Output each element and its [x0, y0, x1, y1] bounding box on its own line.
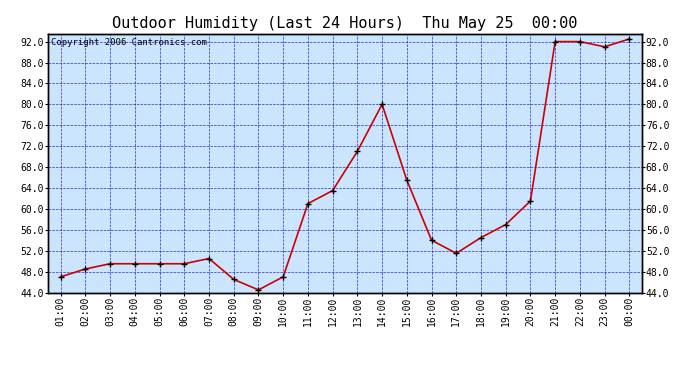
Text: Copyright 2006 Cantronics.com: Copyright 2006 Cantronics.com: [51, 38, 207, 46]
Title: Outdoor Humidity (Last 24 Hours)  Thu May 25  00:00: Outdoor Humidity (Last 24 Hours) Thu May…: [112, 16, 578, 31]
